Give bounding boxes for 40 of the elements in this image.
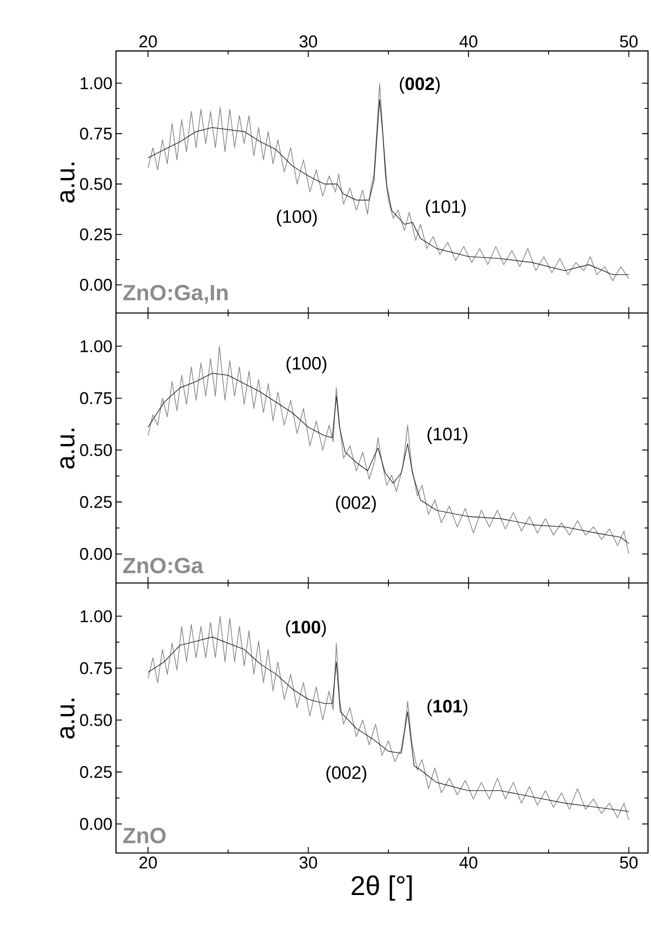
x2-tick-label: 40	[459, 35, 478, 48]
y-tick-label: 0.75	[80, 392, 112, 404]
x-tick-label: 20	[139, 856, 157, 869]
y-tick-label: 0.75	[80, 662, 112, 674]
annotation: (100)	[286, 356, 326, 374]
y-tick-label: 0.00	[80, 278, 112, 291]
y-tick-label: 1.00	[80, 610, 112, 622]
x-tick-label: 40	[459, 856, 478, 869]
annotation: (002)	[336, 496, 376, 513]
annotation: (100)	[276, 210, 317, 227]
x-axis-title: 2θ [°]	[352, 875, 412, 901]
annotation: (002)	[326, 766, 366, 783]
y-axis-title: a.u.	[60, 162, 75, 203]
text: ZnO:Ga	[123, 558, 204, 574]
y-tick-label: 0.00	[80, 548, 112, 560]
y-tick-label: 0.25	[80, 766, 112, 778]
y-tick-label: 0.25	[80, 496, 112, 508]
annotation: (100)	[286, 620, 326, 638]
x2-tick-label: 30	[299, 35, 318, 48]
y-axis-title: a.u.	[60, 428, 75, 469]
x2-tick-label: 50	[620, 35, 638, 48]
text: ZnO:Ga,In	[123, 284, 228, 304]
y-axis-title: a.u.	[60, 698, 75, 739]
y-tick-label: 0.00	[80, 818, 112, 830]
text: ZnO	[123, 828, 166, 844]
x-tick-label: 50	[620, 856, 638, 869]
y-tick-label: 0.50	[80, 178, 112, 190]
annotation: (002)	[400, 76, 440, 94]
y-tick-label: 0.50	[80, 444, 112, 456]
y-tick-label: 1.00	[80, 77, 112, 90]
y-tick-label: 0.75	[80, 128, 112, 140]
annotation: (101)	[428, 427, 468, 444]
y-tick-label: 0.50	[80, 714, 112, 726]
annotation: (101)	[428, 699, 468, 716]
x2-tick-label: 20	[139, 35, 157, 48]
y-tick-label: 1.00	[80, 340, 112, 352]
line-series	[148, 346, 630, 554]
x-tick-label: 30	[299, 856, 318, 869]
y-tick-label: 0.25	[80, 228, 112, 240]
annotation: (101)	[426, 200, 466, 217]
